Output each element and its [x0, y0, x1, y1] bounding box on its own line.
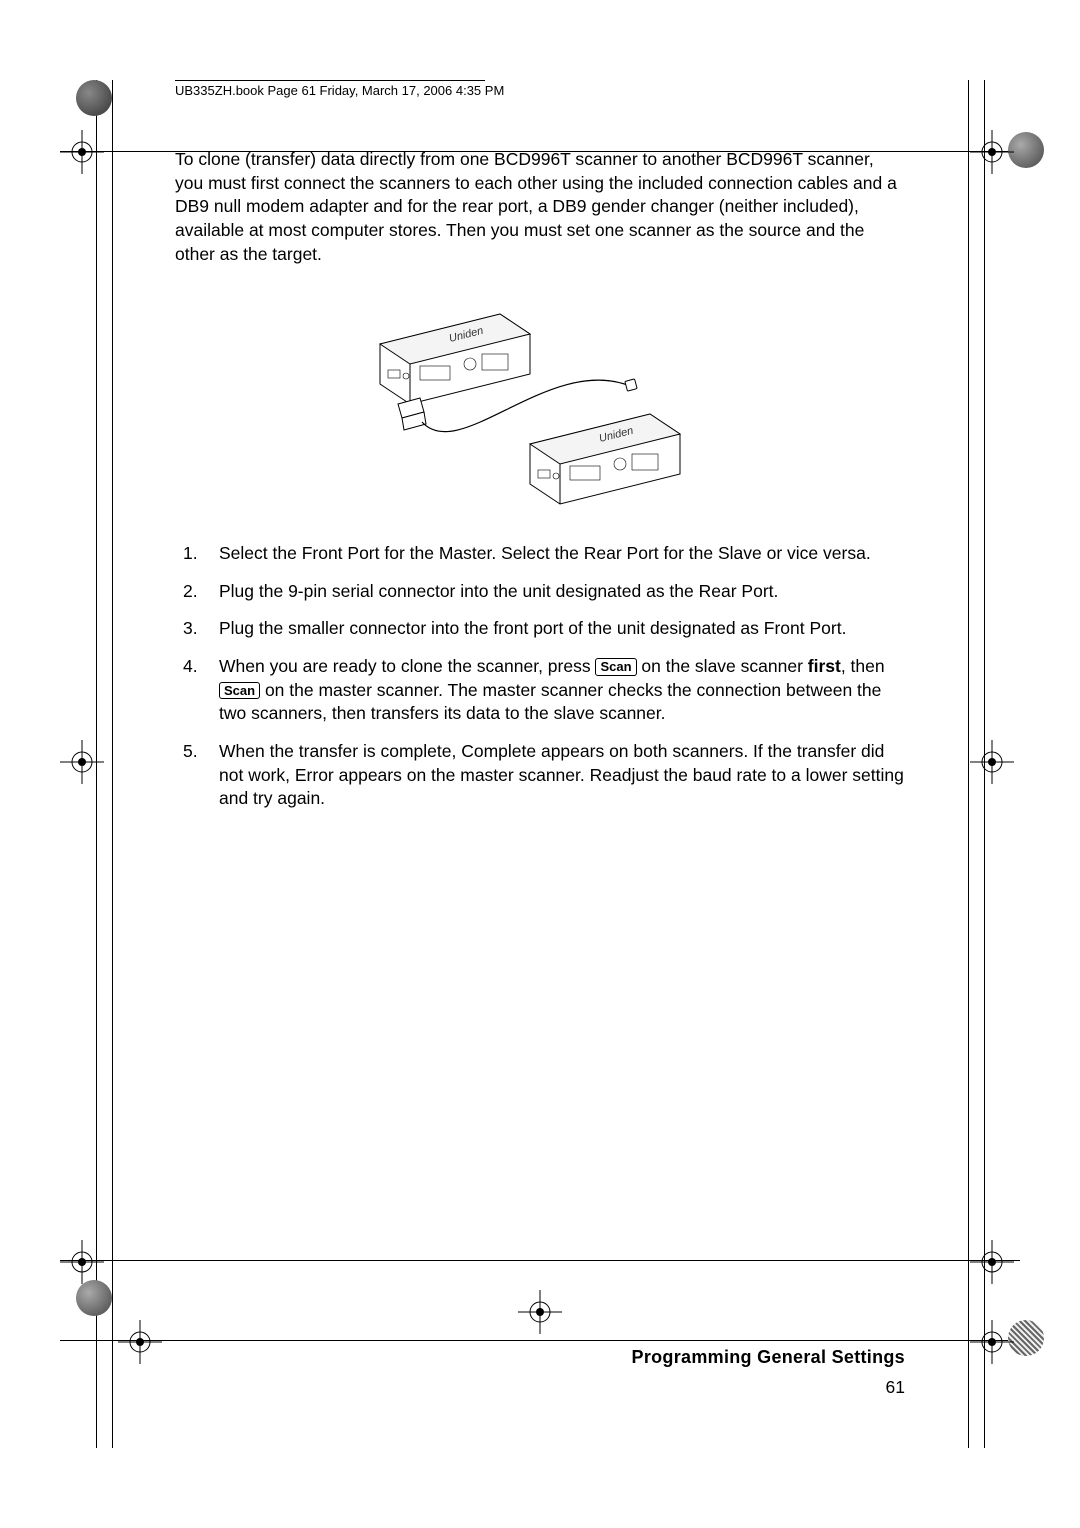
scanner-diagram: Uniden Uniden	[350, 294, 730, 514]
step4-pre: When you are ready to clone the scanner,…	[219, 656, 595, 676]
registration-mark-icon	[970, 1240, 1014, 1284]
registration-mark-icon	[970, 740, 1014, 784]
step-5: When the transfer is complete, Complete …	[175, 740, 905, 811]
step-1: Select the Front Port for the Master. Se…	[175, 542, 905, 566]
registration-mark-icon	[118, 1320, 162, 1364]
corner-sphere-icon	[76, 1280, 112, 1316]
scan-key-icon: Scan	[219, 682, 260, 700]
crop-line	[968, 80, 969, 1448]
step4-mid2: , then	[841, 656, 885, 676]
registration-mark-icon	[970, 1320, 1014, 1364]
corner-sphere-icon	[76, 80, 112, 116]
scan-key-icon: Scan	[595, 658, 636, 676]
registration-mark-icon	[60, 740, 104, 784]
step5-pre: When the transfer is complete,	[219, 741, 461, 761]
page-number: 61	[886, 1377, 905, 1398]
registration-mark-icon	[60, 1240, 104, 1284]
step4-bold: first	[808, 656, 841, 676]
steps-list: Select the Front Port for the Master. Se…	[175, 542, 905, 811]
registration-mark-icon	[60, 130, 104, 174]
step5-mono1: Complete	[461, 741, 536, 761]
header-rule	[175, 80, 485, 81]
intro-paragraph: To clone (transfer) data directly from o…	[175, 148, 905, 266]
step5-mono2: Error	[295, 765, 334, 785]
step4-mid1: on the slave scanner	[637, 656, 808, 676]
section-title: Programming General Settings	[632, 1347, 905, 1368]
step-4: When you are ready to clone the scanner,…	[175, 655, 905, 726]
step-3: Plug the smaller connector into the fron…	[175, 617, 905, 641]
registration-mark-icon	[970, 130, 1014, 174]
step4-post: on the master scanner. The master scanne…	[219, 680, 881, 724]
header-text: UB335ZH.book Page 61 Friday, March 17, 2…	[175, 83, 905, 98]
step-2: Plug the 9-pin serial connector into the…	[175, 580, 905, 604]
page-content: UB335ZH.book Page 61 Friday, March 17, 2…	[175, 80, 905, 1448]
crop-line	[112, 80, 113, 1448]
